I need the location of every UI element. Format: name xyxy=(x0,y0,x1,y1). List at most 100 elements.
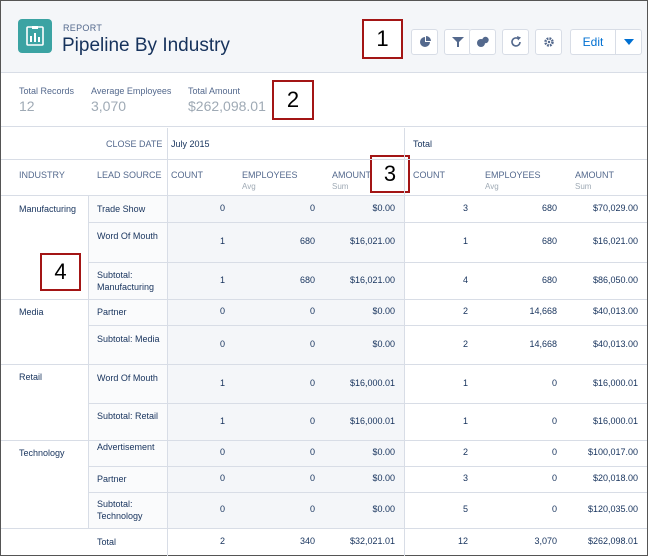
amount-cell: $0.00 xyxy=(372,504,395,514)
edit-menu-button[interactable] xyxy=(615,29,642,55)
total-employees-header: EMPLOYEES Avg xyxy=(485,170,541,191)
source-shading xyxy=(88,196,167,528)
amount-cell: $0.00 xyxy=(372,306,395,316)
industry-cell: Manufacturing xyxy=(19,204,77,214)
report-summary: Total Records 12 Average Employees 3,070… xyxy=(1,74,647,127)
total-amount-header-label: AMOUNT xyxy=(575,170,614,180)
total-count-cell: 2 xyxy=(462,447,468,457)
amount-cell: $32,021.01 xyxy=(349,536,395,546)
lead-source-cell: Advertisement xyxy=(97,442,155,452)
total-count-header: COUNT xyxy=(413,170,445,180)
bubble-button[interactable] xyxy=(469,29,496,55)
total-employees-cell: 0 xyxy=(551,415,557,426)
bubble-icon xyxy=(476,36,489,47)
employees-cell: 0 xyxy=(309,306,315,316)
count-cell: 0 xyxy=(219,338,225,349)
industry-header: INDUSTRY xyxy=(19,170,65,180)
lead-source-cell: Subtotal: Media xyxy=(97,333,160,344)
report-table: CLOSE DATE July 2015 Total INDUSTRY LEAD… xyxy=(1,128,647,556)
chart-icon xyxy=(419,36,431,47)
total-count-cell: 1 xyxy=(462,415,468,426)
callout-3: 3 xyxy=(370,155,410,193)
callout-4: 4 xyxy=(40,253,81,291)
employees-cell: 340 xyxy=(299,536,315,546)
count-cell: 0 xyxy=(219,306,225,316)
row-divider xyxy=(1,299,647,300)
total-amount: Total Amount $262,098.01 xyxy=(188,86,266,114)
settings-button[interactable] xyxy=(535,29,562,55)
total-count-cell: 12 xyxy=(457,536,468,546)
lead-source-cell: Total xyxy=(97,537,117,547)
total-amount-label: Total Amount xyxy=(188,86,241,96)
employees-cell: 680 xyxy=(299,274,315,285)
filter-icon xyxy=(451,37,464,47)
row-divider xyxy=(1,528,647,529)
employees-cell: 0 xyxy=(309,473,315,483)
refresh-icon xyxy=(510,36,521,47)
lead-source-cell: Trade Show xyxy=(97,204,146,214)
industry-cell: Technology xyxy=(19,448,65,458)
source-left-border xyxy=(88,196,89,528)
lead-source-cell: Subtotal: Retail xyxy=(97,410,159,421)
count-cell: 2 xyxy=(219,536,225,546)
period-left-border xyxy=(167,128,168,556)
total-employees-cell: 14,668 xyxy=(529,338,557,349)
filter-button[interactable] xyxy=(444,29,471,55)
total-count-cell: 1 xyxy=(462,236,468,246)
employees-header-label: EMPLOYEES xyxy=(242,170,298,180)
amount-cell: $0.00 xyxy=(372,338,395,349)
total-header: Total xyxy=(413,139,433,149)
lead-source-cell: Word Of Mouth xyxy=(97,231,158,241)
page-header: REPORT Pipeline By Industry 1 Edit xyxy=(1,1,647,73)
total-amount-cell: $16,000.01 xyxy=(592,415,638,426)
total-employees-header-agg: Avg xyxy=(485,182,499,191)
callout-2: 2 xyxy=(272,80,314,120)
amount-cell: $16,021.00 xyxy=(349,236,395,246)
row-divider xyxy=(1,364,647,365)
count-cell: 0 xyxy=(219,447,225,457)
report-eyebrow: REPORT xyxy=(63,23,103,33)
refresh-button[interactable] xyxy=(502,29,529,55)
employees-header-agg: Avg xyxy=(242,182,256,191)
total-amount-cell: $100,017.00 xyxy=(587,447,638,457)
total-amount-header: AMOUNT Sum xyxy=(575,170,614,191)
total-employees-cell: 680 xyxy=(541,274,557,285)
total-employees-header-label: EMPLOYEES xyxy=(485,170,541,180)
count-cell: 1 xyxy=(219,274,225,285)
amount-cell: $16,000.01 xyxy=(349,415,395,426)
total-amount-cell: $20,018.00 xyxy=(592,473,638,483)
count-cell: 0 xyxy=(219,504,225,514)
average-employees: Average Employees 3,070 xyxy=(91,86,171,114)
employees-cell: 0 xyxy=(309,338,315,349)
total-employees-cell: 14,668 xyxy=(529,306,557,316)
report-icon xyxy=(18,19,52,53)
count-cell: 1 xyxy=(219,236,225,246)
total-employees-cell: 0 xyxy=(551,447,557,457)
total-count-cell: 2 xyxy=(462,306,468,316)
average-employees-value: 3,070 xyxy=(91,98,127,114)
amount-header: AMOUNT Sum xyxy=(332,170,371,191)
total-employees-cell: 0 xyxy=(551,377,557,388)
chart-button[interactable] xyxy=(411,29,438,55)
total-amount-cell: $40,013.00 xyxy=(592,338,638,349)
row-divider xyxy=(88,466,647,467)
count-cell: 0 xyxy=(219,203,225,213)
employees-cell: 680 xyxy=(299,236,315,246)
total-records-label: Total Records xyxy=(19,86,75,96)
total-amount-cell: $120,035.00 xyxy=(587,504,638,514)
total-employees-cell: 0 xyxy=(551,504,557,514)
lead-source-header: LEAD SOURCE xyxy=(97,170,162,180)
total-amount-cell: $262,098.01 xyxy=(587,536,638,546)
total-amount-value: $262,098.01 xyxy=(188,98,266,114)
employees-cell: 0 xyxy=(309,203,315,213)
settings-icon xyxy=(543,37,554,47)
total-count-cell: 5 xyxy=(462,504,468,514)
amount-cell: $0.00 xyxy=(372,447,395,457)
count-cell: 1 xyxy=(219,377,225,388)
header-divider xyxy=(1,159,647,160)
count-header: COUNT xyxy=(171,170,203,180)
count-cell: 0 xyxy=(219,473,225,483)
edit-button[interactable]: Edit xyxy=(570,29,615,55)
total-count-cell: 2 xyxy=(462,338,468,349)
period-header: July 2015 xyxy=(171,139,210,149)
